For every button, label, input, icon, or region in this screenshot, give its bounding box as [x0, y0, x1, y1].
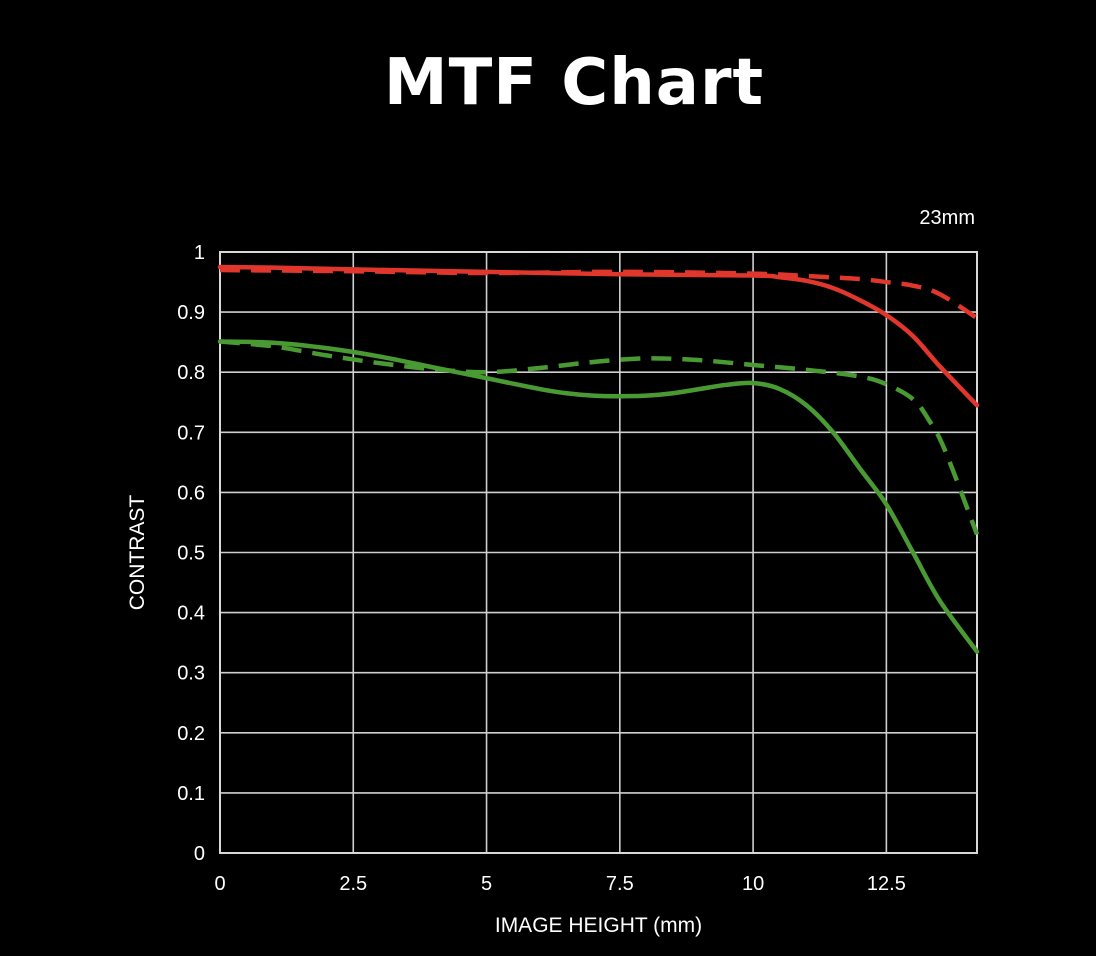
y-axis-label: CONTRAST [126, 495, 149, 611]
series-line-1-solid [217, 264, 980, 408]
y-tick-label: 0.5 [177, 543, 205, 565]
series-line-4-dashed [219, 339, 980, 536]
chart-title: MTF Chart [383, 46, 765, 120]
y-tick-label: 1 [194, 242, 205, 264]
x-tick-label: 0 [214, 873, 225, 895]
y-tick-label: 0.6 [177, 482, 205, 504]
y-tick-label: 0.7 [177, 422, 205, 444]
series-line-2-dashed [219, 267, 979, 321]
series-layer [217, 264, 980, 654]
x-tick-label: 12.5 [867, 873, 906, 895]
x-tick-label: 5 [481, 873, 492, 895]
y-tick-label: 0.4 [177, 603, 205, 625]
series-line-3-solid [217, 339, 980, 654]
x-tick-label: 2.5 [339, 873, 367, 895]
x-tick-label: 7.5 [606, 873, 634, 895]
y-tick-label: 0 [194, 843, 205, 865]
x-tick-labels: 0 2.5 5 7.5 10 12.5 [214, 873, 905, 895]
x-tick-label: 10 [742, 873, 764, 895]
y-tick-labels: 0 0.1 0.2 0.3 0.4 0.5 0.6 0.7 0.8 0.9 1 [177, 242, 205, 865]
chart-subtitle: 23mm [919, 207, 975, 229]
grid [219, 251, 977, 854]
y-tick-label: 0.8 [177, 362, 205, 384]
plot-frame [219, 251, 978, 854]
y-tick-label: 0.3 [177, 663, 205, 685]
y-tick-label: 0.1 [177, 783, 205, 805]
x-axis-label: IMAGE HEIGHT (mm) [495, 914, 702, 937]
y-tick-label: 0.9 [177, 302, 205, 324]
y-tick-label: 0.2 [177, 723, 205, 745]
